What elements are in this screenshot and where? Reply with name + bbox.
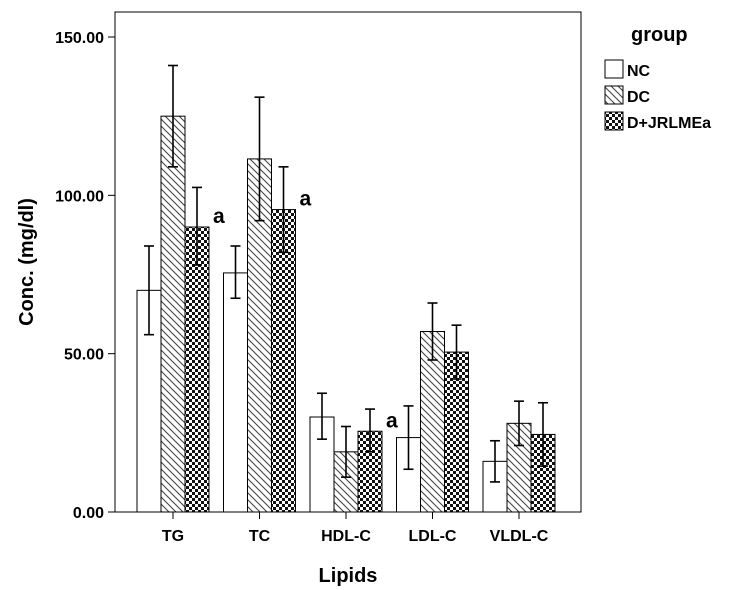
legend-swatch-DC [604, 85, 624, 105]
legend-title: group [631, 24, 688, 46]
legend-swatch-NC [604, 59, 624, 79]
legend-label-NC: NC [627, 63, 651, 80]
bar-D+JRLMEa-TG [184, 226, 210, 513]
y-tick-label: 100.00 [55, 188, 104, 205]
bars-group: a a a [136, 64, 556, 513]
bar-DC-TG [160, 115, 186, 513]
x-tick-label: VLDL-C [490, 528, 549, 545]
x-tick-label: TG [162, 528, 184, 545]
significance-annotation: a [300, 188, 312, 211]
y-axis-title: Conc. (mg/dl) [16, 198, 38, 326]
x-tick-label: HDL-C [321, 528, 371, 545]
y-tick-label: 150.00 [55, 30, 104, 47]
x-tick-label: LDL-C [409, 528, 457, 545]
x-axis: TG TC HDL-C LDL-C VLDL-C [162, 512, 549, 545]
y-axis: 0.00 50.00 100.00 150.00 [55, 30, 115, 522]
legend-swatch-D+JRLMEa [604, 111, 624, 131]
y-tick-label: 50.00 [64, 347, 104, 364]
significance-annotation: a [213, 205, 225, 228]
legend-label-DC: DC [627, 89, 651, 106]
bar-NC-TC [223, 272, 248, 513]
legend: group NC DC D+JRLMEa [604, 24, 711, 132]
significance-annotation: a [386, 409, 398, 432]
x-tick-label: TC [249, 528, 271, 545]
bar-D+JRLMEa-TC [271, 209, 296, 513]
legend-label-D+JRLMEa: D+JRLMEa [627, 115, 711, 132]
x-axis-title: Lipids [319, 565, 378, 587]
y-tick-label: 0.00 [73, 505, 104, 522]
